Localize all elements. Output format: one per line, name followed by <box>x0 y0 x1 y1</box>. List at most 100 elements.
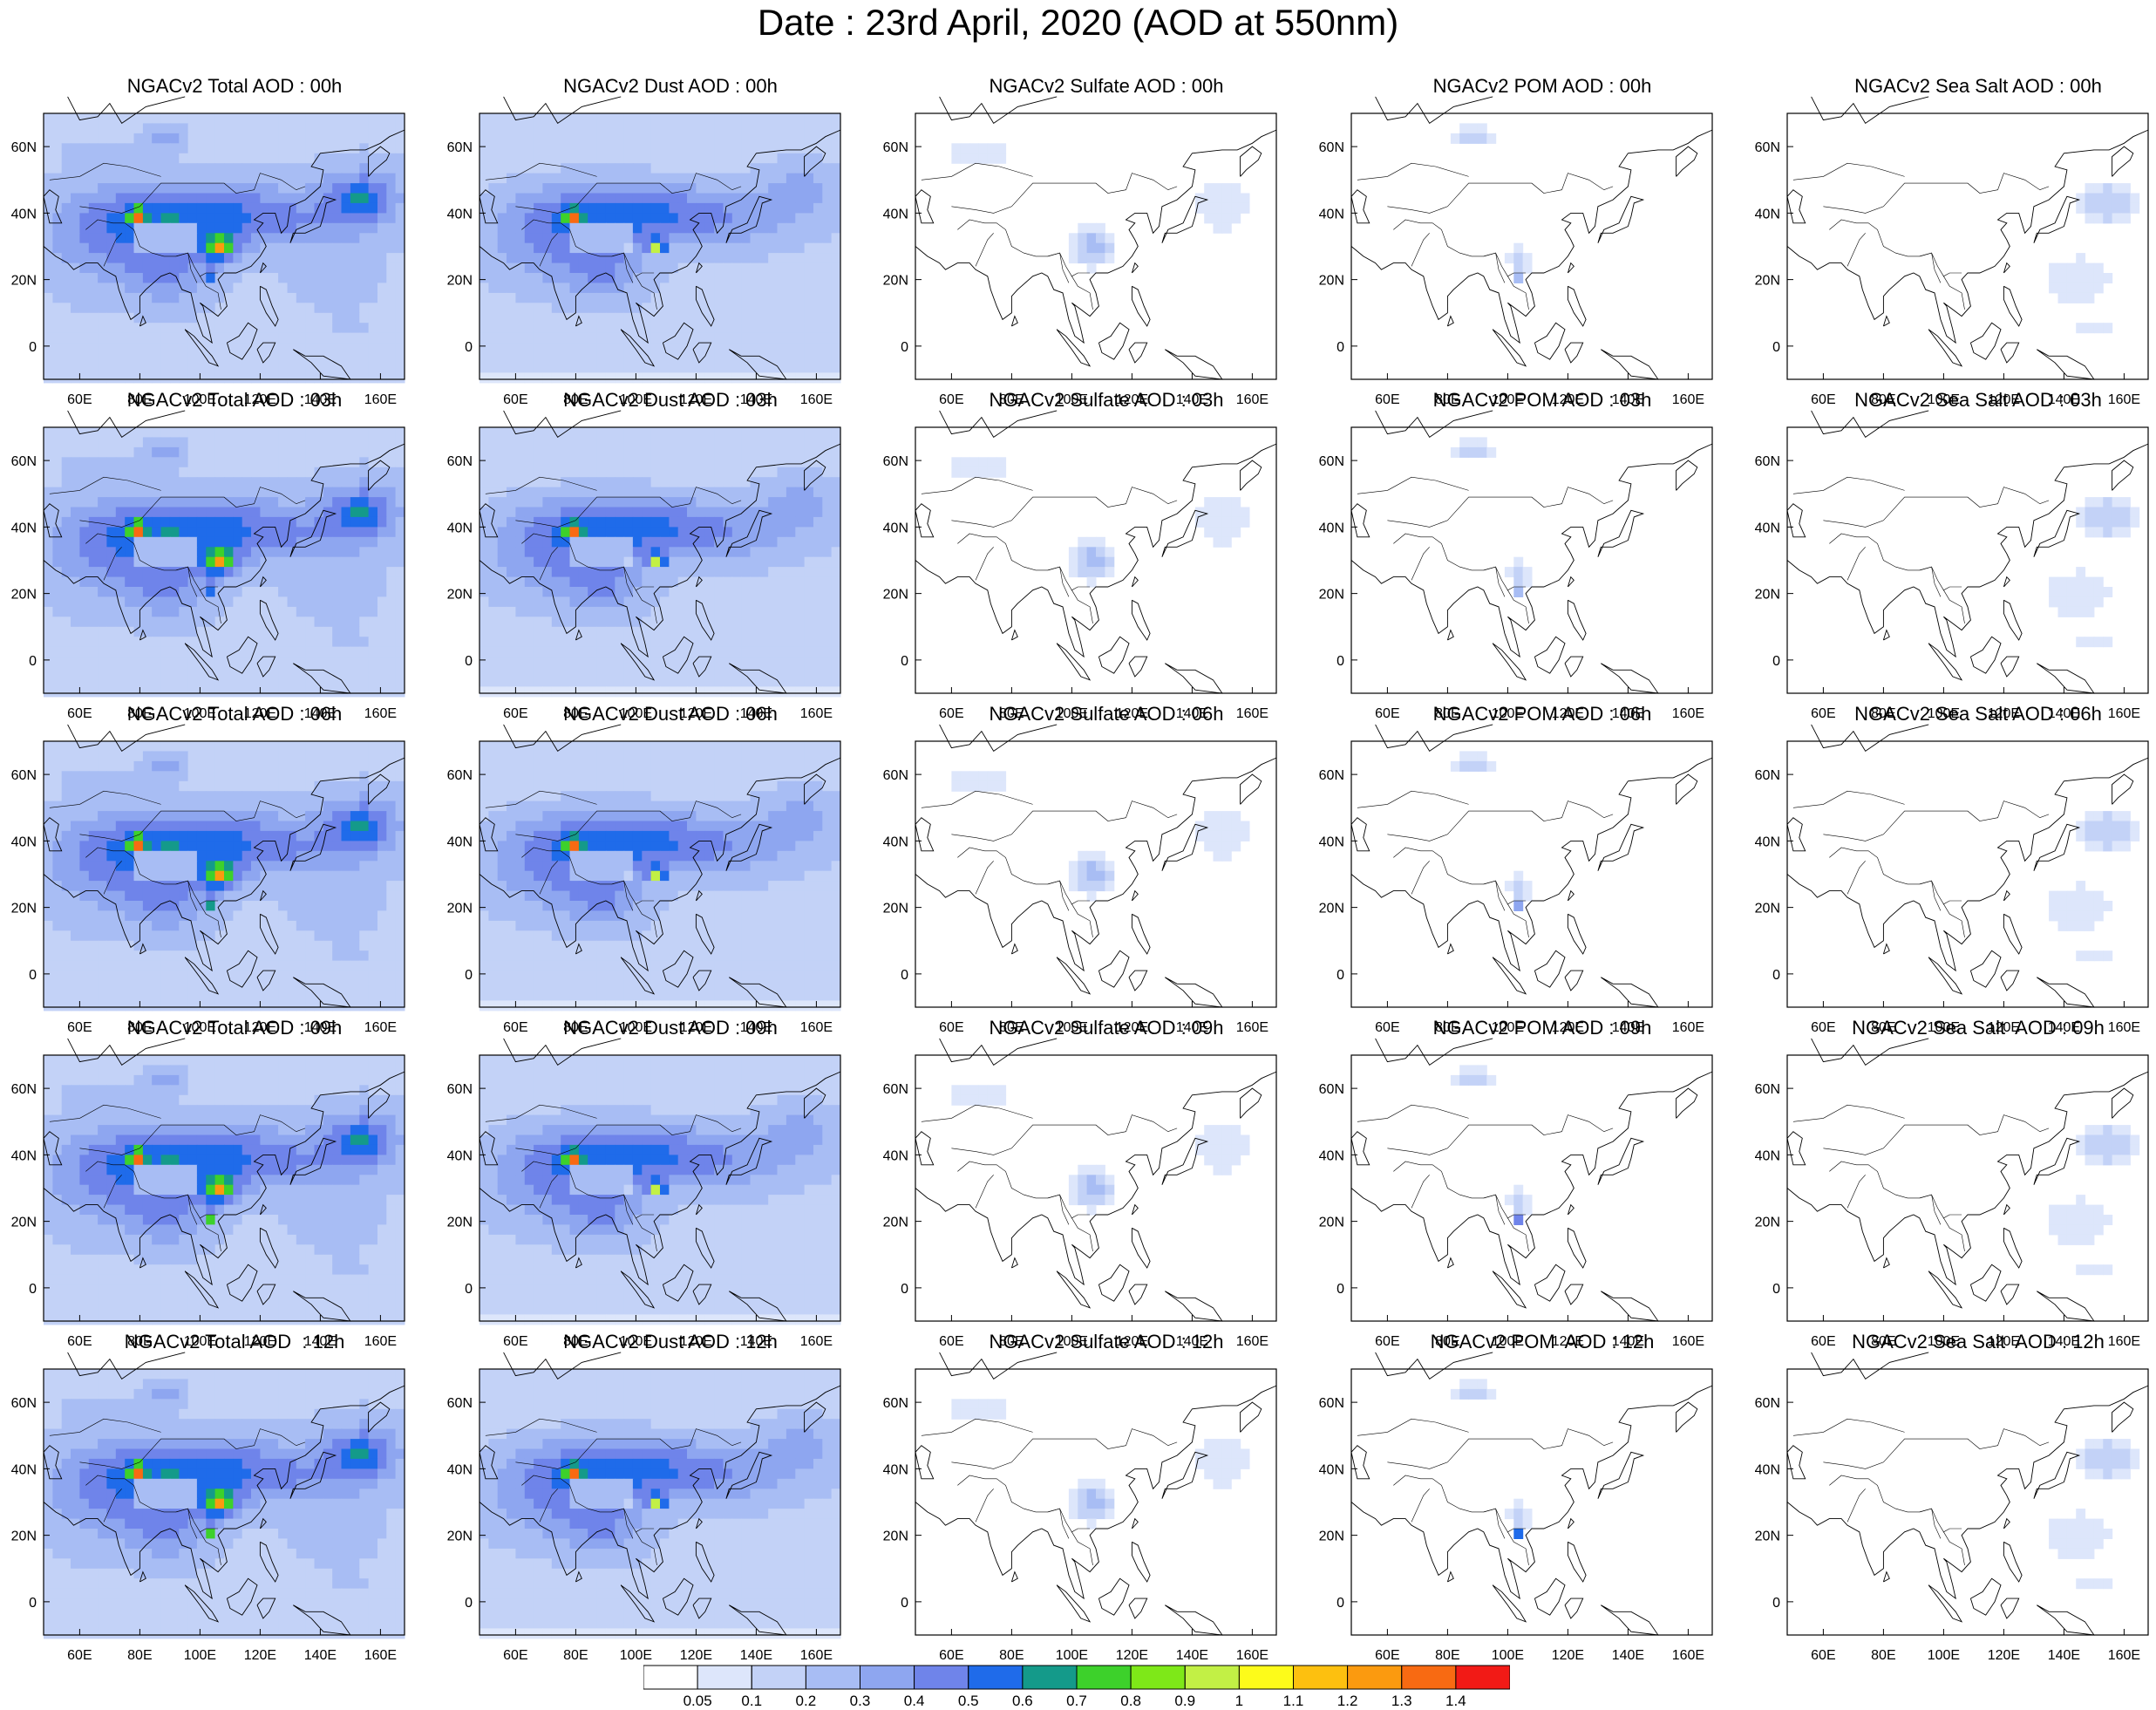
aod-cell <box>633 153 643 164</box>
aod-cell <box>633 113 643 124</box>
aod-cell <box>206 233 215 243</box>
aod-cell <box>386 183 396 194</box>
aod-cell <box>315 343 324 353</box>
aod-cell <box>342 508 351 518</box>
aod-cell <box>44 273 53 283</box>
aod-cell <box>52 153 62 164</box>
aod-cell <box>2094 213 2104 223</box>
aod-cell <box>588 183 597 194</box>
aod-cell <box>332 447 342 458</box>
aod-cell <box>134 174 144 184</box>
aod-cell <box>714 343 724 353</box>
aod-cell <box>678 686 688 697</box>
aod-cell <box>125 263 134 274</box>
aod-cell <box>79 273 89 283</box>
aod-cell <box>323 577 333 588</box>
aod-cell <box>98 163 107 174</box>
aod-cell <box>696 677 705 687</box>
aod-cell <box>1222 508 1232 518</box>
aod-cell <box>152 203 161 214</box>
aod-cell <box>315 647 324 657</box>
aod-cell <box>278 333 288 344</box>
aod-cell <box>597 253 607 263</box>
aod-cell <box>224 517 234 528</box>
aod-cell <box>396 174 405 184</box>
aod-cell <box>687 303 697 313</box>
aod-cell <box>642 293 651 303</box>
aod-cell <box>359 203 369 214</box>
aod-cell <box>71 617 80 627</box>
aod-cell <box>323 627 333 637</box>
aod-cell <box>570 686 580 697</box>
aod-cell <box>188 467 198 478</box>
aod-cell <box>669 607 678 617</box>
aod-cell <box>507 487 516 498</box>
aod-cell <box>651 508 661 518</box>
lat-tick-label: 40N <box>883 521 908 535</box>
aod-cell <box>795 223 805 234</box>
aod-cell <box>786 273 796 283</box>
aod-cell <box>89 113 99 124</box>
aod-cell <box>242 647 252 657</box>
aod-cell <box>732 647 742 657</box>
aod-cell <box>260 203 269 214</box>
aod-cell <box>479 517 489 528</box>
aod-cell <box>62 647 71 657</box>
aod-cell <box>822 123 832 133</box>
aod-cell <box>206 547 215 557</box>
aod-cell <box>224 686 234 697</box>
map-frame <box>1351 427 1712 693</box>
aod-cell <box>660 467 670 478</box>
aod-cell <box>98 343 107 353</box>
aod-cell <box>1505 567 1514 577</box>
aod-cell <box>678 194 688 204</box>
aod-cell <box>197 243 207 254</box>
aod-cell <box>714 467 724 478</box>
lat-tick-label: 20N <box>883 274 908 289</box>
aod-cell <box>606 577 616 588</box>
aod-cell <box>386 427 396 438</box>
aod-cell <box>288 617 297 627</box>
aod-cell <box>624 194 634 204</box>
aod-cell <box>342 617 351 627</box>
aod-cell <box>579 183 588 194</box>
aod-cell <box>579 557 588 568</box>
aod-cell <box>642 343 651 353</box>
aod-cell <box>106 273 116 283</box>
aod-cell <box>678 253 688 263</box>
aod-cell <box>369 557 378 568</box>
aod-cell <box>106 741 116 752</box>
aod-cell <box>116 183 126 194</box>
aod-cell <box>161 163 171 174</box>
aod-cell <box>542 487 552 498</box>
aod-cell <box>813 617 823 627</box>
aod-cell <box>278 647 288 657</box>
aod-cell <box>786 607 796 617</box>
aod-cell <box>116 153 126 164</box>
aod-cell <box>795 213 805 223</box>
aod-cell <box>579 667 588 678</box>
aod-cell <box>396 113 405 124</box>
aod-cell <box>705 617 715 627</box>
aod-cell <box>795 133 805 144</box>
aod-cell <box>759 547 769 557</box>
aod-cell <box>1204 203 1214 214</box>
aod-cell <box>678 372 688 383</box>
aod-cell <box>152 437 161 447</box>
aod-cell <box>624 517 634 528</box>
aod-cell <box>498 427 507 438</box>
aod-cell <box>597 487 607 498</box>
aod-cell <box>134 467 144 478</box>
aod-cell <box>678 437 688 447</box>
aod-cell <box>197 557 207 568</box>
aod-cell <box>215 133 225 144</box>
aod-cell <box>732 313 742 324</box>
aod-cell <box>161 353 171 364</box>
aod-cell <box>52 303 62 313</box>
aod-cell <box>242 467 252 478</box>
aod-cell <box>2112 213 2122 223</box>
aod-cell <box>359 273 369 283</box>
aod-cell <box>542 133 552 144</box>
aod-cell <box>996 153 1006 164</box>
aod-cell <box>732 537 742 548</box>
